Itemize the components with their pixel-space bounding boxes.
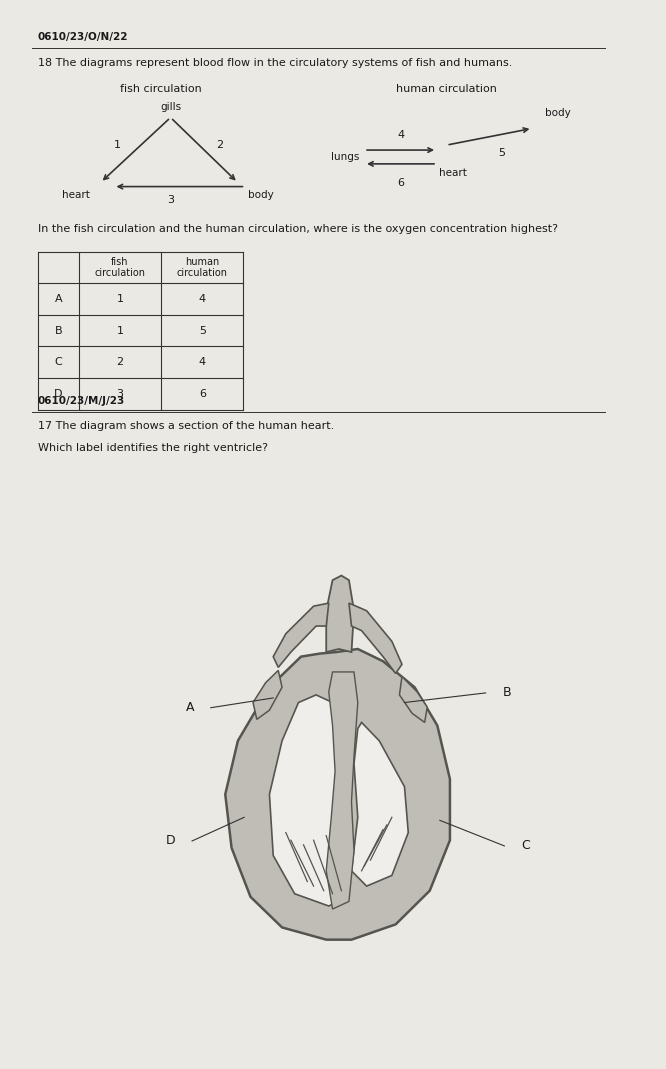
Text: fish circulation: fish circulation	[121, 84, 202, 94]
Text: A: A	[55, 294, 62, 304]
Text: 3: 3	[117, 389, 124, 399]
Polygon shape	[270, 695, 352, 907]
Text: D: D	[54, 389, 63, 399]
Polygon shape	[326, 575, 354, 652]
Text: 5: 5	[498, 148, 505, 158]
Text: 6: 6	[397, 177, 404, 188]
Text: In the fish circulation and the human circulation, where is the oxygen concentra: In the fish circulation and the human ci…	[38, 224, 558, 234]
Text: D: D	[166, 835, 175, 848]
Text: gills: gills	[160, 102, 181, 111]
Text: 6: 6	[199, 389, 206, 399]
Text: heart: heart	[439, 168, 467, 177]
Text: 17 The diagram shows a section of the human heart.: 17 The diagram shows a section of the hu…	[38, 421, 334, 432]
Text: 1: 1	[114, 140, 121, 150]
Text: body: body	[545, 108, 571, 119]
Polygon shape	[352, 723, 408, 886]
Text: 2: 2	[117, 357, 124, 368]
Text: 4: 4	[198, 294, 206, 304]
Polygon shape	[400, 677, 427, 723]
Text: 0610/23/O/N/22: 0610/23/O/N/22	[38, 32, 129, 43]
Text: human circulation: human circulation	[396, 84, 497, 94]
Polygon shape	[225, 649, 450, 940]
Polygon shape	[349, 603, 402, 673]
Text: 3: 3	[167, 196, 174, 205]
Text: heart: heart	[63, 189, 90, 200]
Text: 4: 4	[397, 130, 404, 140]
Text: 1: 1	[117, 294, 124, 304]
Text: body: body	[248, 189, 274, 200]
Text: 5: 5	[199, 326, 206, 336]
Text: 18 The diagrams represent blood flow in the circulatory systems of fish and huma: 18 The diagrams represent blood flow in …	[38, 59, 512, 68]
Text: 2: 2	[216, 140, 224, 150]
Text: human
circulation: human circulation	[177, 257, 228, 278]
Text: C: C	[55, 357, 62, 368]
Text: 4: 4	[198, 357, 206, 368]
Text: 0610/23/M/J/23: 0610/23/M/J/23	[38, 396, 125, 406]
Polygon shape	[326, 672, 358, 909]
Text: B: B	[502, 686, 511, 699]
Polygon shape	[273, 603, 329, 667]
Text: A: A	[185, 701, 194, 714]
Text: fish
circulation: fish circulation	[95, 257, 146, 278]
Text: B: B	[55, 326, 62, 336]
Text: 1: 1	[117, 326, 124, 336]
Text: Which label identifies the right ventricle?: Which label identifies the right ventric…	[38, 444, 268, 453]
Text: C: C	[521, 839, 530, 852]
Polygon shape	[253, 670, 282, 719]
Text: lungs: lungs	[331, 152, 360, 162]
